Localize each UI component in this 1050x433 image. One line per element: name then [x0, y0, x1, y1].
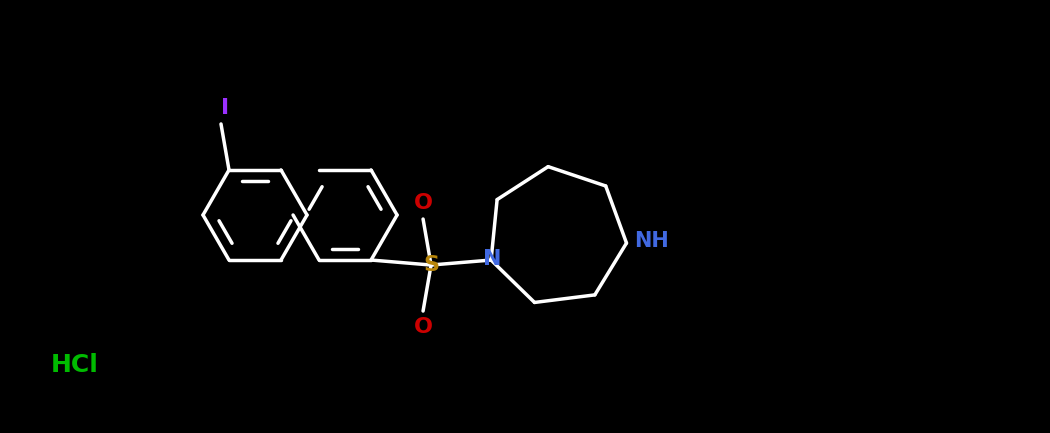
Text: O: O — [414, 317, 433, 337]
Text: N: N — [483, 249, 501, 269]
Text: I: I — [220, 98, 229, 118]
Text: S: S — [423, 255, 439, 275]
Text: NH: NH — [634, 231, 669, 251]
Text: O: O — [414, 193, 433, 213]
Text: HCl: HCl — [51, 353, 99, 377]
